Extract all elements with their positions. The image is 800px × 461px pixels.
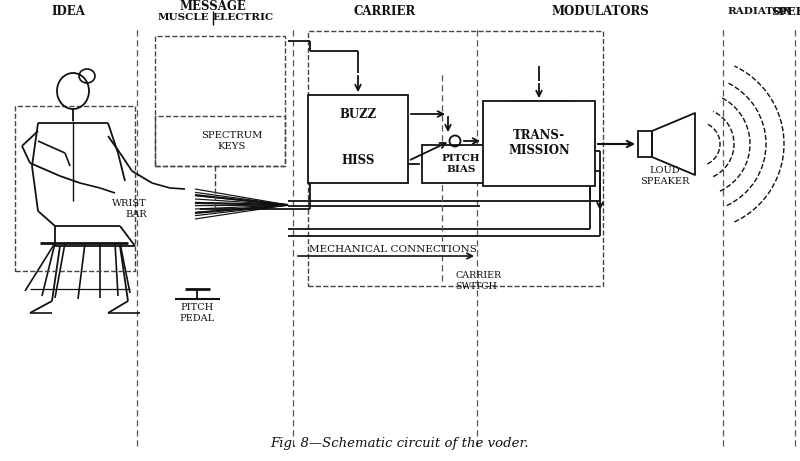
- Bar: [15, 106, 135, 271]
- Text: CARRIER
SWITCH: CARRIER SWITCH: [455, 272, 501, 291]
- Bar: [155, 36, 285, 166]
- Text: IDEA: IDEA: [51, 6, 85, 18]
- Text: SPECTRUM
KEYS: SPECTRUM KEYS: [202, 131, 262, 151]
- Bar: [308, 31, 603, 286]
- Text: RADIATOR: RADIATOR: [727, 7, 791, 17]
- Text: LOUD
SPEAKER: LOUD SPEAKER: [640, 166, 690, 186]
- Text: SPEECH: SPEECH: [770, 6, 800, 18]
- Text: MESSAGE: MESSAGE: [179, 0, 246, 13]
- Text: TRANS-
MISSION: TRANS- MISSION: [508, 129, 570, 157]
- Text: BUZZ: BUZZ: [339, 107, 377, 120]
- Text: MECHANICAL CONNECTIONS: MECHANICAL CONNECTIONS: [309, 244, 477, 254]
- Bar: [155, 116, 285, 166]
- Text: WRIST
BAR: WRIST BAR: [112, 199, 147, 219]
- Text: PITCH
PEDAL: PITCH PEDAL: [179, 303, 214, 323]
- Text: MUSCLE: MUSCLE: [157, 13, 209, 23]
- Text: HISS: HISS: [342, 154, 374, 167]
- Bar: [483, 101, 595, 186]
- Bar: [422, 145, 500, 183]
- Text: ELECTRIC: ELECTRIC: [213, 13, 274, 23]
- Bar: [308, 95, 408, 183]
- Text: MODULATORS: MODULATORS: [551, 6, 649, 18]
- Text: CARRIER: CARRIER: [354, 6, 416, 18]
- Bar: [638, 131, 652, 157]
- Text: Fig. 8—Schematic circuit of the voder.: Fig. 8—Schematic circuit of the voder.: [270, 437, 530, 449]
- Text: PITCH
BIAS: PITCH BIAS: [442, 154, 480, 174]
